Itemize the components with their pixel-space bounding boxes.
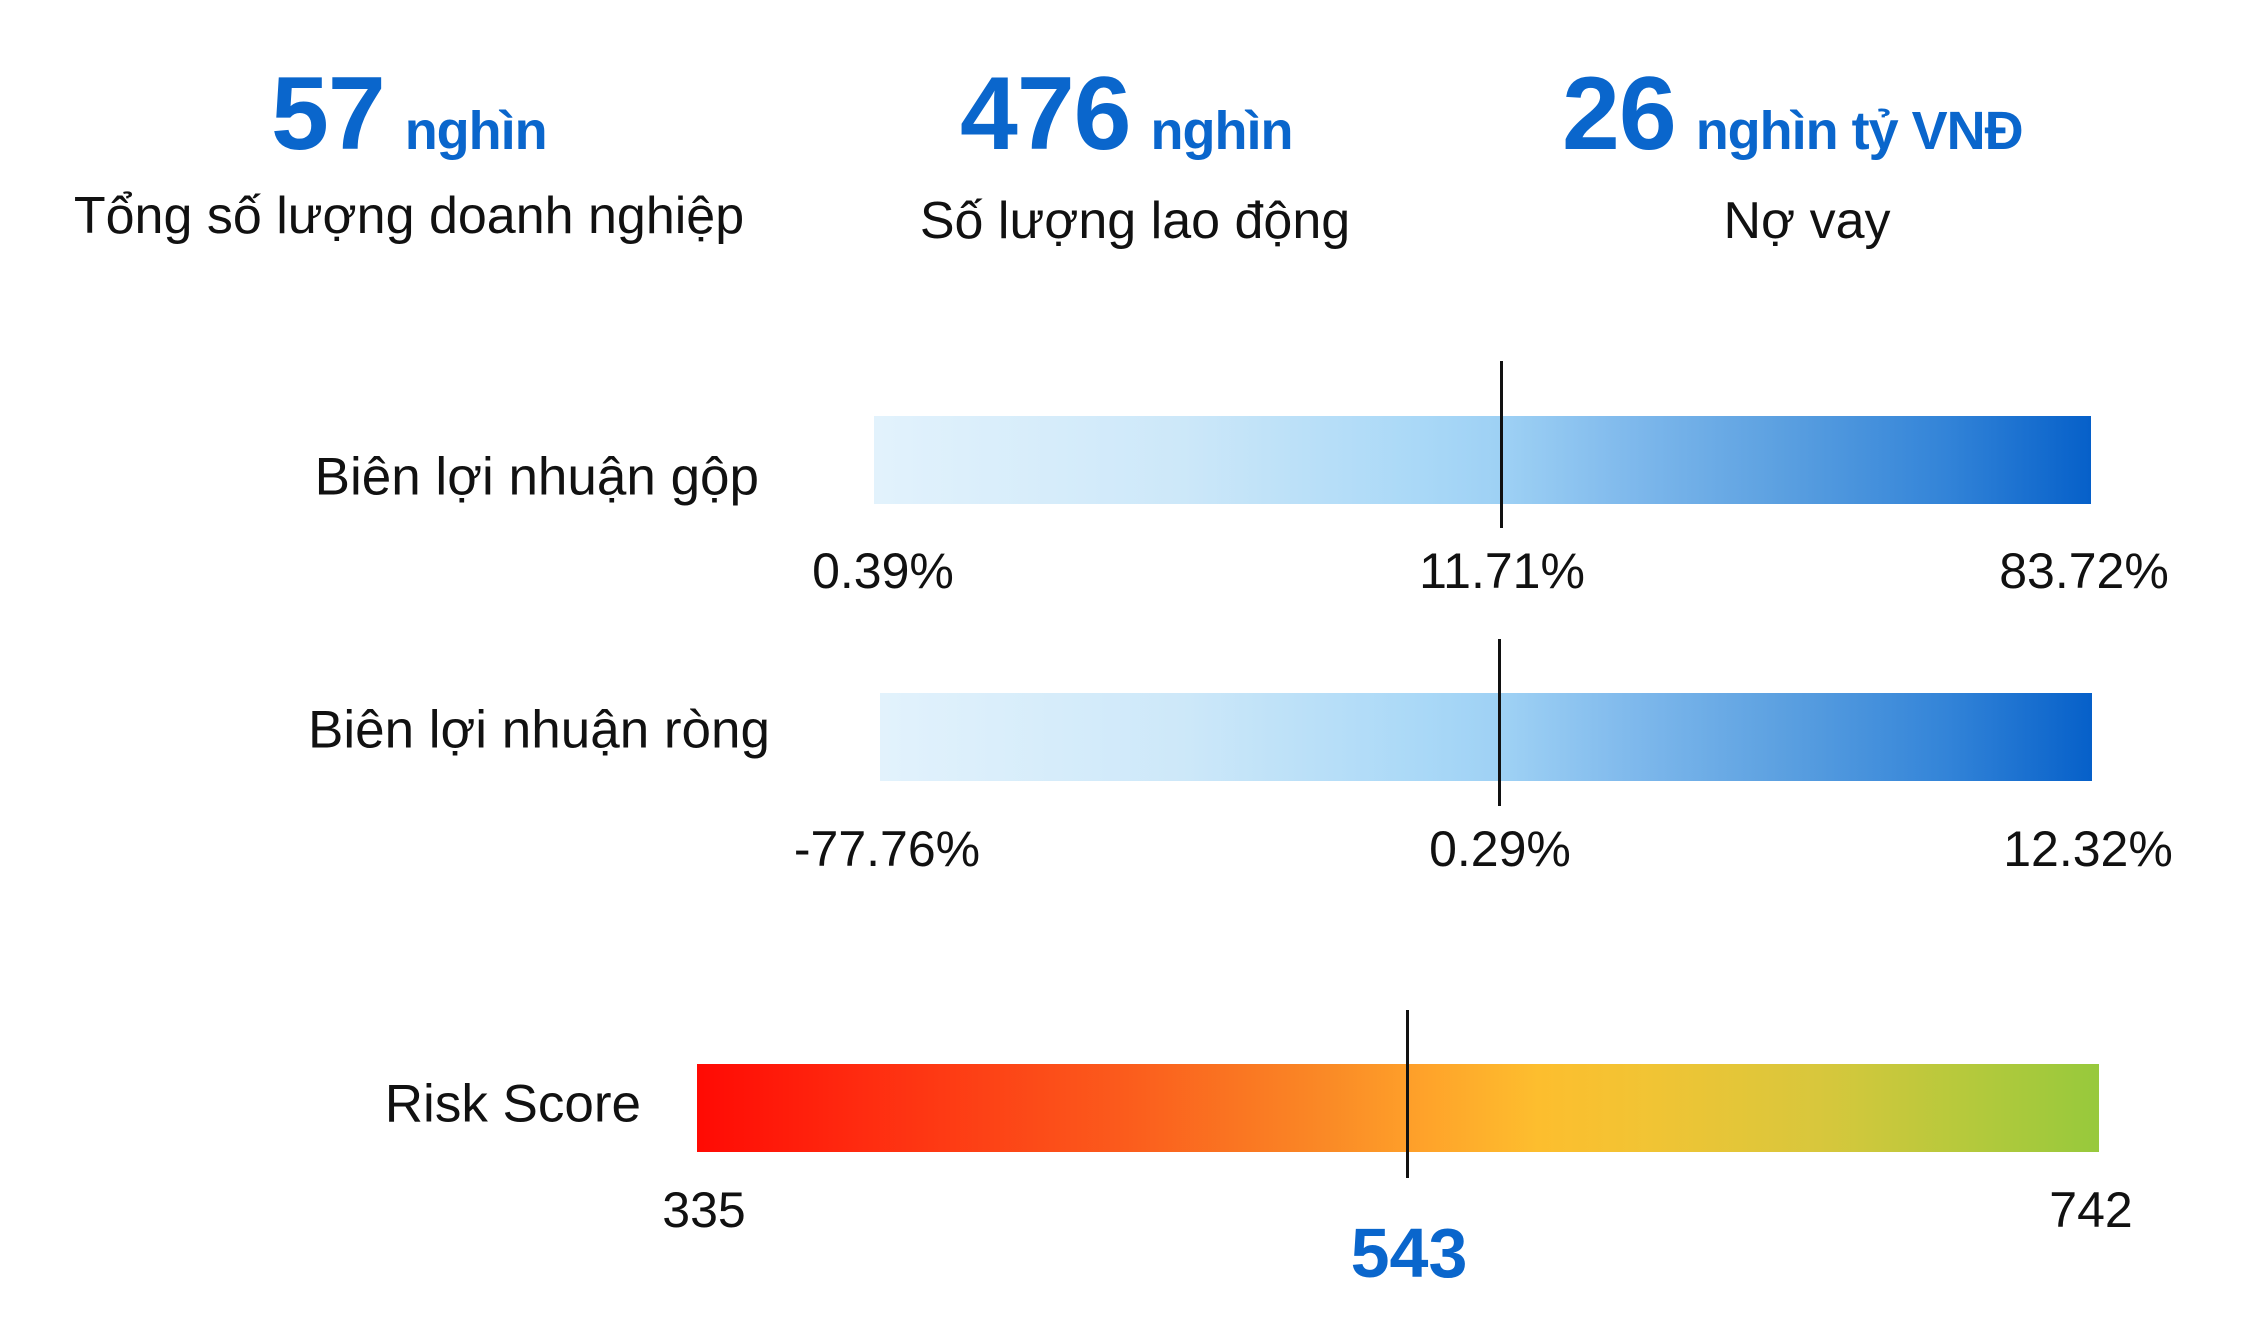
stat-label: Nợ vay bbox=[1723, 192, 1891, 250]
net-margin-marker-label: 0.29% bbox=[1429, 821, 1571, 877]
gross-margin-marker-label: 11.71% bbox=[1419, 543, 1585, 599]
net-margin-marker bbox=[1498, 639, 1501, 806]
stat-unit: nghìn bbox=[404, 101, 548, 161]
row-label: Risk Score bbox=[384, 1074, 641, 1134]
net-margin-max-label: 12.32% bbox=[2003, 821, 2173, 877]
stat-number: 26 bbox=[1562, 56, 1677, 172]
stat-value-line: 476 nghìn bbox=[960, 62, 1294, 166]
stat-label: Số lượng lao động bbox=[919, 192, 1351, 250]
gross-margin-min-label: 0.39% bbox=[812, 543, 954, 599]
gross-margin-max-label: 83.72% bbox=[1999, 543, 2169, 599]
stat-unit: nghìn tỷ VNĐ bbox=[1695, 101, 2024, 161]
risk-score-value: 543 bbox=[1350, 1214, 1468, 1292]
risk-score-marker bbox=[1406, 1010, 1409, 1178]
stat-value-line: 26 nghìn tỷ VNĐ bbox=[1562, 62, 2024, 166]
stat-value-line: 57 nghìn bbox=[271, 62, 548, 166]
risk-score-max-label: 742 bbox=[2049, 1182, 2133, 1238]
row-label: Biên lợi nhuận ròng bbox=[307, 700, 770, 760]
stat-number: 476 bbox=[960, 56, 1132, 172]
stat-unit: nghìn bbox=[1150, 101, 1294, 161]
risk-score-min-label: 335 bbox=[662, 1182, 746, 1238]
net-margin-gradient-bar bbox=[880, 693, 2092, 781]
net-margin-min-label: -77.76% bbox=[793, 821, 981, 877]
risk-score-gradient-bar bbox=[697, 1064, 2099, 1152]
stat-number: 57 bbox=[271, 56, 386, 172]
gross-margin-marker bbox=[1500, 361, 1503, 528]
row-label: Biên lợi nhuận gộp bbox=[314, 447, 759, 507]
stat-label: Tổng số lượng doanh nghiệp bbox=[73, 187, 745, 245]
gross-margin-gradient-bar bbox=[874, 416, 2091, 504]
